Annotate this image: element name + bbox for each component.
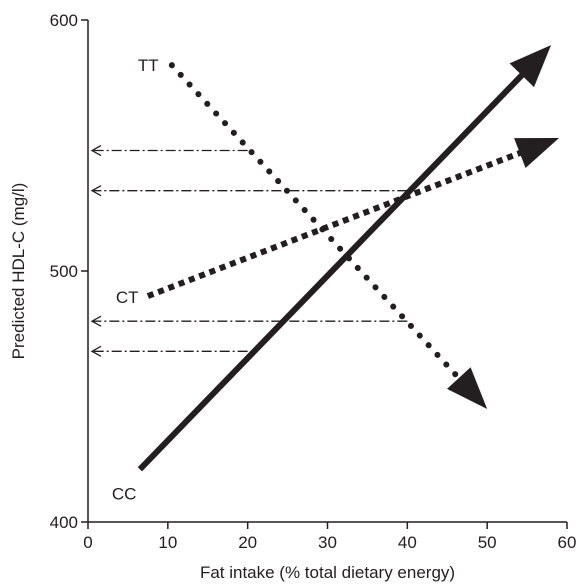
series-line-tt (168, 62, 470, 390)
series-label-ct: CT (116, 288, 139, 307)
y-tick-label: 600 (50, 11, 78, 30)
series-arrowhead-tt (446, 367, 488, 410)
series-label-cc: CC (112, 484, 137, 503)
series-labels: CC CT TT (112, 56, 159, 503)
x-axis-title: Fat intake (% total dietary energy) (200, 563, 455, 582)
series-line-cc (137, 70, 527, 472)
y-ticks: 400 500 600 (50, 11, 88, 532)
series-arrowhead-cc (509, 45, 552, 88)
reference-arrowhead-2 (90, 185, 102, 197)
x-tick-label: 20 (238, 533, 257, 552)
series-label-tt: TT (138, 56, 159, 75)
axes: 0 10 20 30 40 50 60 400 500 600 (50, 11, 577, 552)
reference-lines (90, 144, 408, 357)
series-arrowhead-ct (514, 137, 560, 168)
x-ticks: 0 10 20 30 40 50 60 (83, 522, 576, 552)
series-line-ct (146, 145, 533, 299)
reference-arrowhead-3 (90, 315, 102, 327)
x-tick-label: 60 (558, 533, 577, 552)
series-layer (137, 45, 560, 472)
reference-arrowhead-4 (90, 345, 102, 357)
y-tick-label: 500 (50, 262, 78, 281)
x-tick-label: 10 (158, 533, 177, 552)
x-tick-label: 50 (478, 533, 497, 552)
x-tick-label: 0 (83, 533, 92, 552)
y-axis-title: Predicted HDL-C (mg/l) (9, 183, 28, 360)
x-tick-label: 30 (318, 533, 337, 552)
reference-arrowhead-1 (90, 144, 102, 157)
y-tick-label: 400 (50, 513, 78, 532)
x-tick-label: 40 (398, 533, 417, 552)
